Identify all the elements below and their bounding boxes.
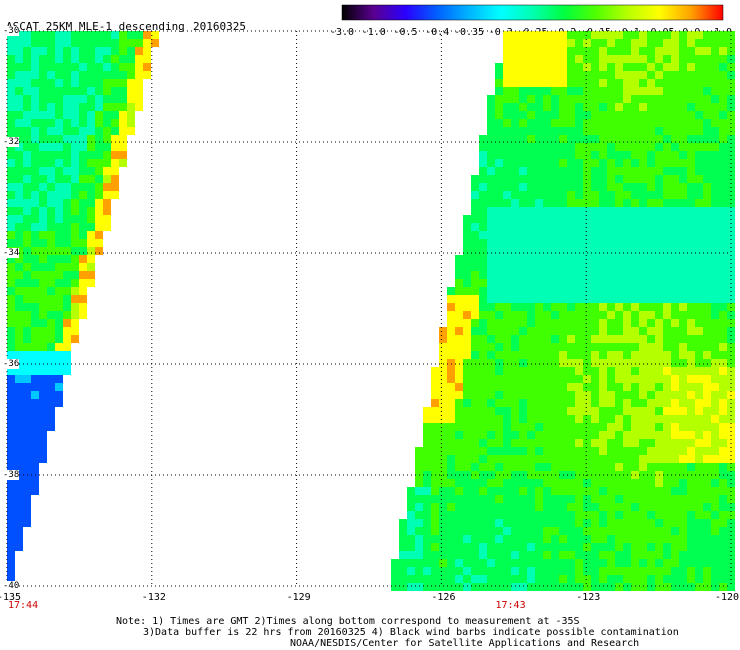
- lon-tick-label: -129: [286, 592, 311, 603]
- colorbar-tick-label: -0.5: [393, 27, 417, 38]
- lon-tick-label: -120: [715, 592, 740, 603]
- colorbar-tick-label: -1.0: [362, 27, 386, 38]
- colorbar-gradient: [341, 4, 724, 21]
- lat-tick-label: -32: [3, 137, 20, 147]
- lat-tick-label: -38: [3, 470, 20, 480]
- swath-time-label: 17:43: [495, 600, 526, 611]
- gridlines: [6, 30, 732, 587]
- colorbar-tick-label: -3.0: [330, 27, 354, 38]
- lat-tick-label: -40: [3, 581, 20, 591]
- map-date: 20160325: [193, 20, 246, 33]
- lat-tick-label: -34: [3, 248, 20, 258]
- note-line-1: Note: 1) Times are GMT 2)Times along bot…: [116, 616, 580, 627]
- note-line-3: NOAA/NESDIS/Center for Satellite Applica…: [290, 638, 640, 649]
- colorbar-tick-label: -0.3: [489, 27, 513, 38]
- note-line-2: 3)Data buffer is 22 hrs from 20160325 4)…: [143, 627, 679, 638]
- lon-tick-label: -123: [576, 592, 601, 603]
- map-title: ASCAT 25KM MLE-1 descending: [6, 20, 185, 33]
- lat-tick-label: -36: [3, 359, 20, 369]
- lon-tick-label: -135: [0, 592, 22, 603]
- colorbar-tick-label: -0.4: [425, 27, 449, 38]
- lon-tick-label: -126: [431, 592, 456, 603]
- lat-tick-label: -30: [3, 26, 20, 36]
- lon-tick-label: -132: [141, 592, 166, 603]
- colorbar-tick-label: -0.35: [454, 27, 484, 38]
- swath-time-label: 17:44: [8, 600, 39, 611]
- data-swath: [7, 31, 735, 591]
